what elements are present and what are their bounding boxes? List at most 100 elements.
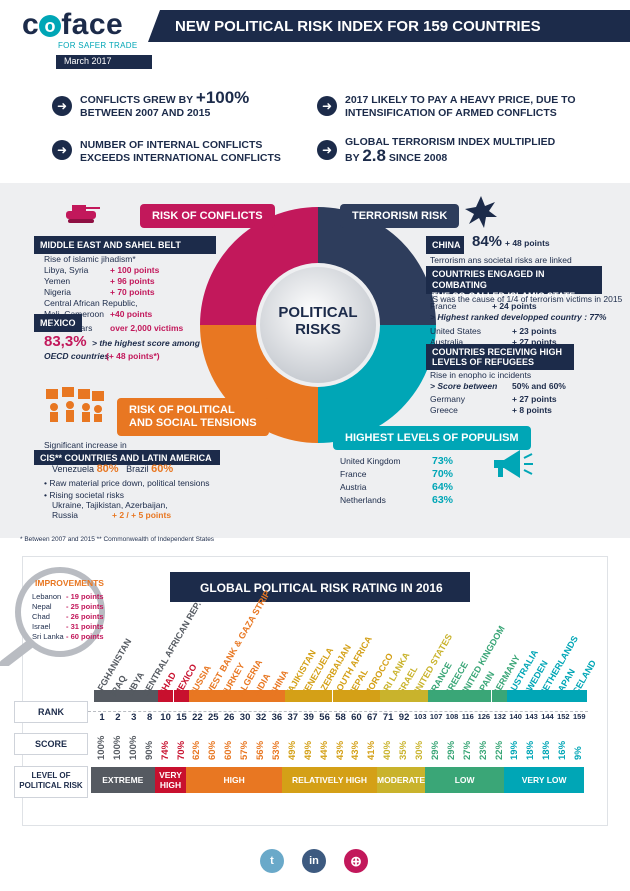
country-strip — [555, 690, 571, 702]
country-strip — [475, 690, 492, 702]
header: c o face FOR SAFER TRADE NEW POLITICAL RIS… — [0, 0, 630, 80]
score-value: 30% — [414, 740, 425, 760]
mexico-pts: (+ 48 points*) — [106, 351, 160, 361]
arrow-icon: ➜ — [52, 96, 72, 116]
linkedin-icon[interactable]: in — [302, 849, 326, 873]
country-strip — [412, 690, 428, 702]
score-value: 53% — [270, 740, 282, 760]
score-value: 29% — [445, 740, 457, 760]
rank-value: 30 — [239, 712, 251, 723]
china-sub: Terrorism ans societal risks are linked — [430, 255, 572, 265]
risk-level-band: HIGH — [186, 767, 282, 793]
score-value: 60% — [207, 740, 219, 760]
web-icon[interactable]: ⊕ — [344, 849, 368, 873]
score-value: 29% — [429, 740, 441, 760]
china-band: CHINA — [426, 236, 464, 254]
score-value: 62% — [191, 740, 203, 760]
score-row-label: SCORE — [14, 733, 88, 755]
country-strip — [332, 690, 349, 702]
improvements-title: IMPROVEMENTS — [35, 578, 104, 588]
country-strip — [141, 690, 158, 702]
score-value: 40% — [382, 740, 394, 760]
combat-table: France + 24 points > Highest ranked devel… — [430, 301, 607, 347]
title-band — [148, 10, 630, 42]
rank-value: 26 — [223, 712, 235, 723]
china-pts: + 48 points — [505, 238, 550, 248]
rank-value: 140 — [509, 712, 522, 721]
rank-value: 60 — [351, 712, 362, 723]
country-strip — [253, 690, 269, 702]
score-value: 43% — [350, 740, 362, 760]
tensions-russia: Russia + 2 / + 5 points — [52, 510, 172, 520]
level-row-label: LEVEL OF POLITICAL RISK — [14, 766, 88, 798]
center-label: POLITICAL RISKS — [278, 304, 358, 338]
rank-value: 152 — [557, 712, 570, 721]
country-strip — [157, 690, 174, 702]
mesb-table: Libya, Syria + 100 points Yemen + 96 point… — [44, 265, 160, 319]
tensions-bullet2: • Rising societal risks — [44, 490, 124, 500]
populism-table: United Kingdom 73% France 70% Austria 64% N… — [340, 455, 454, 506]
country-strip — [523, 690, 540, 702]
refugees-table: > Score between 50% and 60% Germany + 27 p… — [430, 381, 566, 415]
rank-row-label: RANK — [14, 701, 88, 723]
rank-value: 56 — [319, 712, 330, 723]
country-strip — [284, 690, 301, 702]
rank-value: 58 — [335, 712, 346, 723]
score-value: 100% — [127, 735, 139, 760]
protest-icon — [46, 387, 104, 422]
score-value: 100% — [111, 735, 123, 760]
country-strip — [94, 690, 110, 702]
score-value: 49% — [286, 740, 298, 760]
china-score: 84% — [472, 233, 503, 250]
tank-icon — [66, 205, 100, 223]
footnote: * Between 2007 and 2015 ** Commonwealth … — [20, 536, 215, 543]
arrow-icon: ➜ — [317, 96, 337, 116]
cis-band: CIS** COUNTRIES AND LATIN AMERICA — [34, 450, 220, 465]
rank-value: 36 — [271, 712, 283, 723]
fact-terrorism-index: GLOBAL TERRORISM INDEX MULTIPLIED BY 2.8 … — [345, 136, 556, 165]
tagline: FOR SAFER TRADE — [58, 41, 138, 50]
rank-divider — [88, 711, 588, 712]
explosion-icon — [465, 196, 497, 228]
rank-value: 103 — [414, 712, 427, 721]
rank-value: 143 — [525, 712, 538, 721]
country-strip — [539, 690, 556, 702]
score-value: 49% — [302, 740, 314, 760]
terrorism-segment — [318, 207, 436, 325]
rating-title-band — [170, 572, 470, 602]
risk-of-tensions-title: RISK OF POLITICAL AND SOCIAL TENSIONS — [117, 398, 269, 436]
risk-of-conflicts-title: RISK OF CONFLICTS — [140, 204, 275, 228]
rank-value: 22 — [192, 712, 203, 723]
fact-conflicts-grew: CONFLICTS GREW BY +100% BETWEEN 2007 AND … — [80, 88, 250, 119]
improvements-table: Lebanon - 19 points Nepal - 25 points Chad… — [32, 592, 104, 641]
rank-value: 37 — [287, 712, 299, 723]
country-strip — [268, 690, 285, 702]
mexico-score: 83,3% — [44, 333, 87, 350]
refugees-band: COUNTRIES RECEIVING HIGH LEVELS OF REFUGE… — [426, 344, 574, 370]
country-strip — [443, 690, 460, 702]
rating-title: GLOBAL POLITICAL RISK RATING IN 2016 — [200, 581, 443, 595]
score-value: 100% — [96, 735, 107, 760]
rating-panel — [22, 556, 608, 826]
populism-segment — [318, 325, 436, 443]
country-strip — [396, 690, 412, 702]
country-strip — [189, 690, 206, 702]
score-value: 44% — [318, 740, 330, 760]
rank-value: 25 — [208, 712, 219, 723]
page-title: NEW POLITICAL RISK INDEX FOR 159 COUNTRI… — [175, 18, 541, 35]
political-risks-wheel — [200, 207, 436, 443]
country-strip — [300, 690, 317, 702]
conflicts-segment — [200, 207, 318, 325]
combat-sub: IS was the cause of 1/4 of terrorism vic… — [430, 294, 623, 304]
risk-level-band: VERY LOW — [504, 767, 584, 793]
rank-value: 39 — [303, 712, 314, 723]
score-value: 35% — [398, 740, 410, 760]
rank-value: 159 — [573, 712, 586, 721]
venezuela-brazil: Venezuela 80% Brazil 60% — [52, 463, 174, 475]
date-band — [56, 55, 152, 69]
score-value: 22% — [493, 740, 505, 760]
rank-value: 15 — [176, 712, 187, 723]
risk-level-band: MODERATE — [377, 767, 425, 793]
twitter-icon[interactable]: t — [260, 849, 284, 873]
score-value: 56% — [255, 740, 266, 760]
